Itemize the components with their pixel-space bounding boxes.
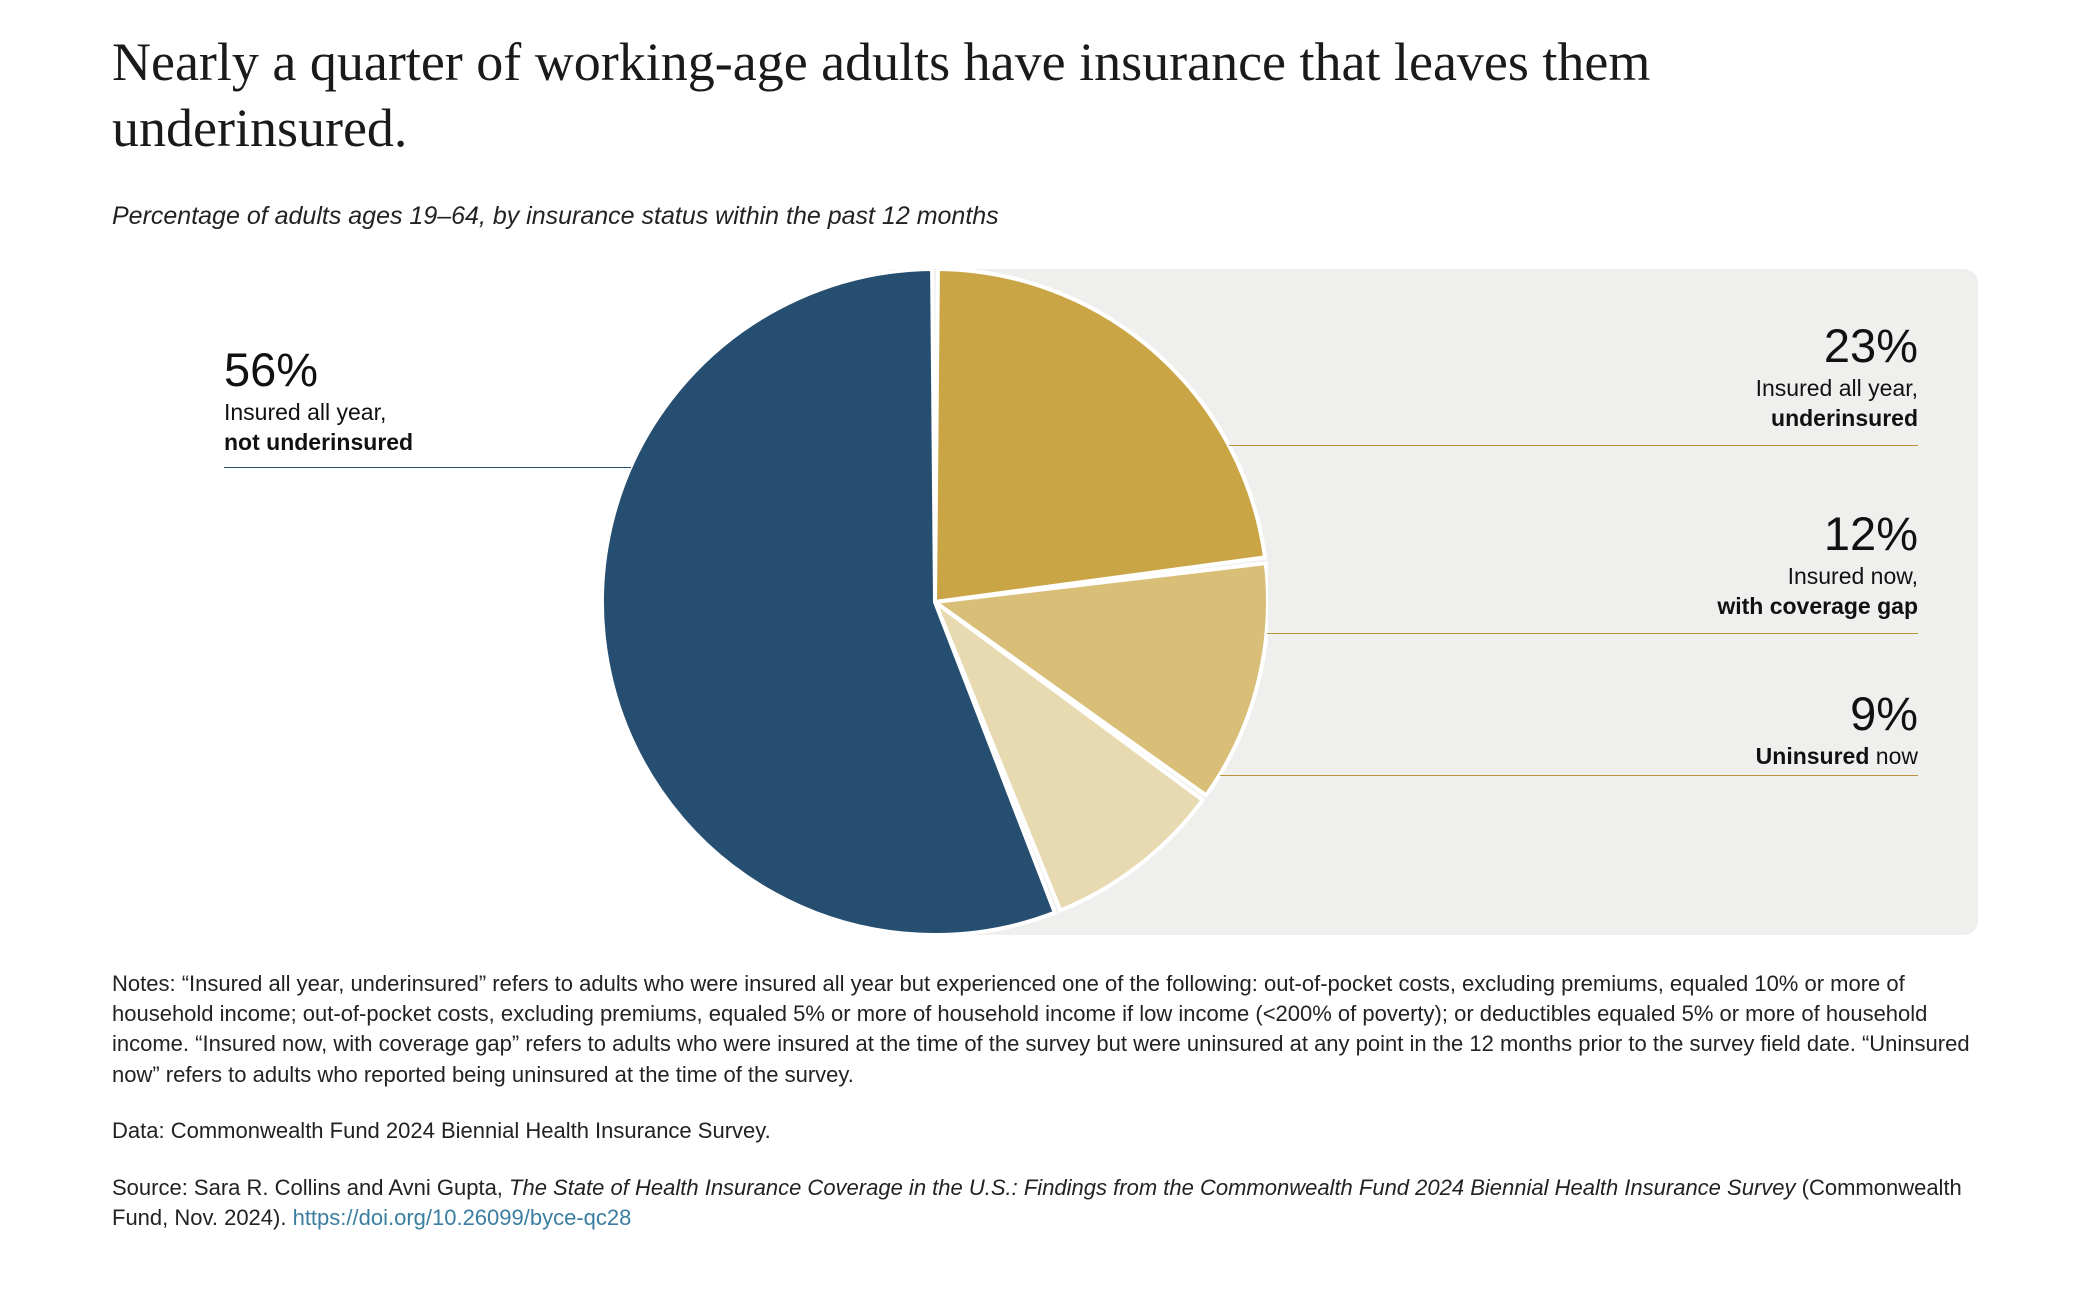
desc-coverage-gap: Insured now, with coverage gap bbox=[1717, 562, 1918, 621]
pie-chart: 56% Insured all year, not underinsured 2… bbox=[112, 269, 1978, 935]
leader-not-underinsured bbox=[224, 467, 631, 468]
pct-uninsured: 9% bbox=[1756, 689, 1918, 738]
pct-underinsured: 23% bbox=[1756, 321, 1918, 370]
page: Nearly a quarter of working-age adults h… bbox=[0, 0, 2090, 1314]
notes-data: Data: Commonwealth Fund 2024 Biennial He… bbox=[112, 1116, 1978, 1146]
doi-link[interactable]: https://doi.org/10.26099/byce-qc28 bbox=[293, 1205, 632, 1230]
notes-body: Notes: “Insured all year, underinsured” … bbox=[112, 969, 1978, 1090]
pie-svg bbox=[602, 269, 1268, 935]
leader-underinsured bbox=[1229, 445, 1918, 446]
pie-slice-underinsured bbox=[935, 269, 1265, 602]
desc-uninsured: Uninsured now bbox=[1756, 742, 1918, 771]
label-uninsured: 9% Uninsured now bbox=[1756, 689, 1918, 772]
notes-source: Source: Sara R. Collins and Avni Gupta, … bbox=[112, 1173, 1978, 1234]
desc-not-underinsured: Insured all year, not underinsured bbox=[224, 398, 413, 457]
leader-coverage-gap bbox=[1267, 633, 1918, 634]
pct-coverage-gap: 12% bbox=[1717, 509, 1918, 558]
label-coverage-gap: 12% Insured now, with coverage gap bbox=[1717, 509, 1918, 621]
desc-underinsured: Insured all year, underinsured bbox=[1756, 374, 1918, 433]
chart-title: Nearly a quarter of working-age adults h… bbox=[112, 30, 1912, 162]
label-not-underinsured: 56% Insured all year, not underinsured bbox=[224, 345, 413, 457]
label-underinsured: 23% Insured all year, underinsured bbox=[1756, 321, 1918, 433]
notes-block: Notes: “Insured all year, underinsured” … bbox=[112, 969, 1978, 1234]
leader-uninsured bbox=[1220, 775, 1918, 776]
pct-not-underinsured: 56% bbox=[224, 345, 413, 394]
chart-subtitle: Percentage of adults ages 19–64, by insu… bbox=[112, 202, 1978, 231]
